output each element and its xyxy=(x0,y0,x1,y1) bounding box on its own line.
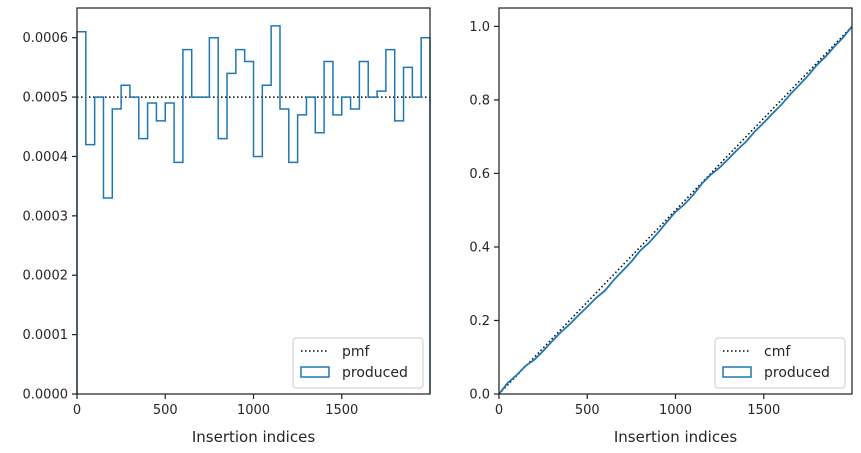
pmf-x-tick-label: 1500 xyxy=(325,403,358,418)
cmf-x-tick-label: 0 xyxy=(495,403,503,418)
pmf-y-tick-label: 0.0006 xyxy=(23,31,69,46)
cmf-x-tick-label: 1000 xyxy=(659,403,692,418)
pmf-plot-frame xyxy=(76,7,431,395)
pmf-chart: 0 500 1000 1500 0.0000 0.0001 0.0002 0.0003 0.00… xyxy=(23,7,431,446)
pmf-y-tick-label: 0.0004 xyxy=(23,150,69,165)
pmf-x-tick-label: 0 xyxy=(73,403,81,418)
cmf-plot-frame xyxy=(498,7,853,395)
pmf-marks xyxy=(76,25,431,394)
cmf-produced-line xyxy=(498,25,853,395)
cmf-y-tick-label: 0.8 xyxy=(469,93,490,108)
pmf-y-tick-label: 0.0001 xyxy=(23,328,69,343)
cmf-legend: cmf produced xyxy=(714,337,846,389)
cmf-x-axis-label: Insertion indices xyxy=(614,428,737,446)
pmf-legend-produced-swatch xyxy=(300,366,330,378)
pmf-legend: pmf produced xyxy=(292,337,424,389)
cmf-reference-line xyxy=(498,25,853,395)
pmf-legend-produced-label: produced xyxy=(342,365,408,381)
cmf-legend-cmf-label: cmf xyxy=(764,344,791,360)
cmf-y-tick-label: 1.0 xyxy=(469,20,490,35)
cmf-y-tick-label: 0.6 xyxy=(469,167,490,182)
cmf-x-tick-label: 500 xyxy=(575,403,600,418)
pmf-y-tick-label: 0.0002 xyxy=(23,269,69,284)
pmf-produced-step-line xyxy=(76,25,431,394)
pmf-y-tick-label: 0.0003 xyxy=(23,209,69,224)
pmf-ticks: 0 500 1000 1500 0.0000 0.0001 0.0002 0.0003 0.00… xyxy=(23,31,359,418)
pmf-x-tick-label: 1000 xyxy=(237,403,270,418)
cmf-legend-produced-swatch xyxy=(722,366,752,378)
cmf-marks xyxy=(498,25,853,395)
cmf-ticks: 0 500 1000 1500 0.0 0.2 0.4 0.6 0.8 1.0 xyxy=(469,20,780,418)
cmf-legend-produced-label: produced xyxy=(764,365,830,381)
cmf-y-tick-label: 0.4 xyxy=(469,240,490,255)
pmf-y-tick-label: 0.0000 xyxy=(23,388,69,403)
pmf-y-tick-label: 0.0005 xyxy=(23,91,69,106)
pmf-x-tick-label: 500 xyxy=(153,403,178,418)
cmf-y-tick-label: 0.0 xyxy=(469,388,490,403)
cmf-x-tick-label: 1500 xyxy=(747,403,780,418)
pmf-x-axis-label: Insertion indices xyxy=(192,428,315,446)
pmf-legend-pmf-label: pmf xyxy=(342,344,371,360)
cmf-chart: 0 500 1000 1500 0.0 0.2 0.4 0.6 0.8 1.0 Insertion… xyxy=(469,7,853,446)
cmf-y-tick-label: 0.2 xyxy=(469,314,490,329)
